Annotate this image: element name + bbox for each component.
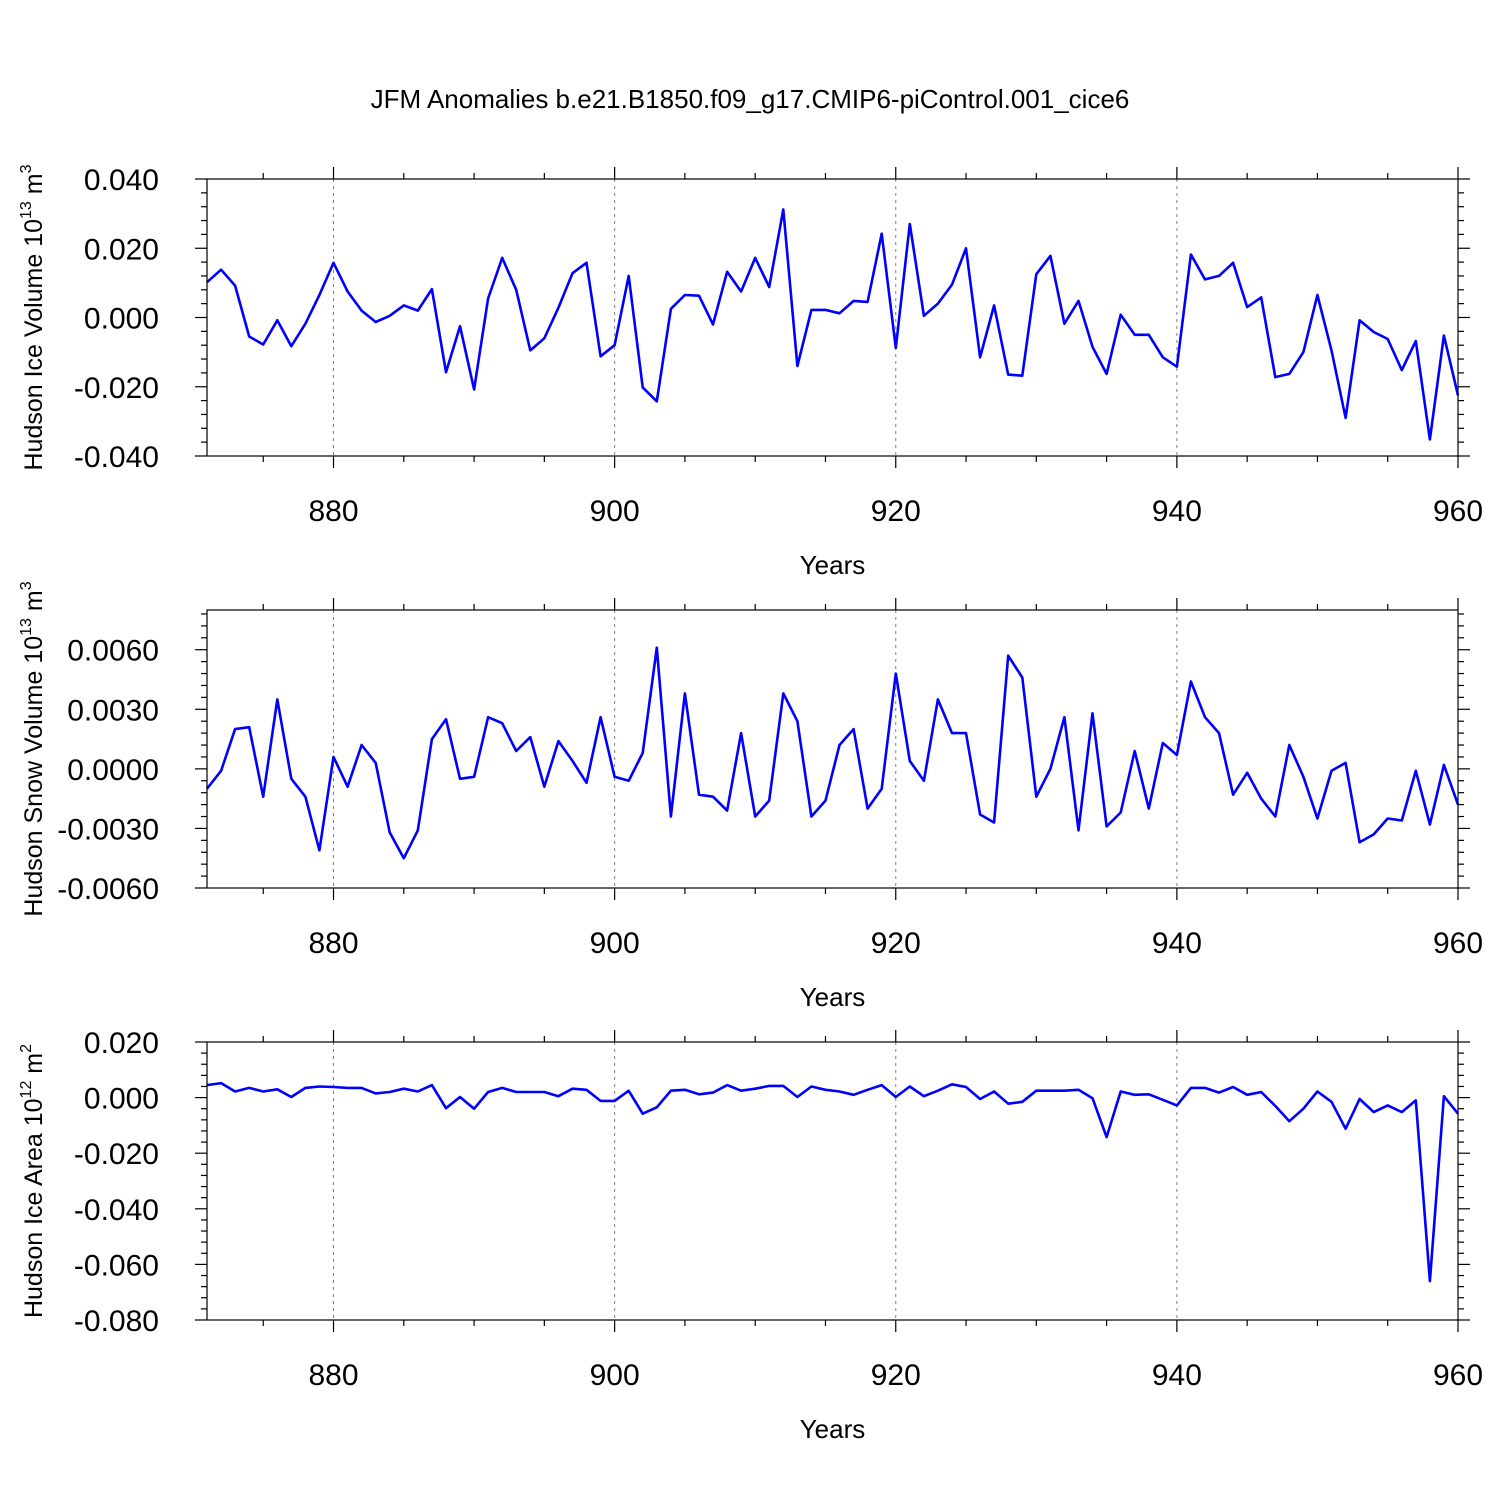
plot-frame bbox=[206, 178, 1459, 457]
x-tick-label: 920 bbox=[871, 495, 921, 528]
y-tick-label: 0.020 bbox=[84, 1027, 159, 1060]
y-axis-label: Hudson Ice Volume 1013 m3 bbox=[18, 164, 48, 470]
y-axis-label: Hudson Ice Area 1012 m2 bbox=[18, 1044, 48, 1318]
y-tick-label: 0.000 bbox=[84, 1083, 159, 1116]
y-tick-label: 0.000 bbox=[84, 303, 159, 336]
x-tick-label: 900 bbox=[590, 495, 640, 528]
x-tick-label: 900 bbox=[590, 927, 640, 960]
x-tick-label: 880 bbox=[308, 1359, 358, 1392]
x-tick-label: 880 bbox=[308, 495, 358, 528]
x-tick-label: 960 bbox=[1433, 927, 1483, 960]
plot-frame bbox=[206, 609, 1459, 889]
y-axis-label: Hudson Snow Volume 1013 m3 bbox=[18, 581, 48, 916]
panels: 880 900 920 940 960 Years -0.040 -0.020 0.000 0.0… bbox=[18, 164, 1483, 1444]
panel-2: 880 900 920 940 960 Years -0.0060 -0.0030 0.0000… bbox=[18, 581, 1483, 1012]
y-tick-label: -0.020 bbox=[74, 372, 159, 405]
x-tick-label: 940 bbox=[1152, 927, 1202, 960]
y-tick-label: -0.040 bbox=[74, 441, 159, 474]
y-tick-label: 0.0030 bbox=[67, 694, 159, 727]
x-axis-label: Years bbox=[800, 1414, 866, 1444]
x-tick-label: 880 bbox=[308, 927, 358, 960]
y-tick-label: 0.0000 bbox=[67, 754, 159, 787]
panel-3: 880 900 920 940 960 Years -0.080 -0.060 -0.040 -0… bbox=[18, 1027, 1483, 1444]
y-tick-label: -0.040 bbox=[74, 1194, 159, 1227]
x-tick-label: 960 bbox=[1433, 1359, 1483, 1392]
series-line-hudson-ice-area bbox=[206, 1081, 1460, 1283]
x-tick-label: 920 bbox=[871, 1359, 921, 1392]
panel-1: 880 900 920 940 960 Years -0.040 -0.020 0.000 0.0… bbox=[18, 164, 1483, 580]
y-tick-label: -0.060 bbox=[74, 1249, 159, 1282]
figure-title: JFM Anomalies b.e21.B1850.f09_g17.CMIP6-… bbox=[371, 84, 1130, 114]
x-tick-label: 940 bbox=[1152, 495, 1202, 528]
series-line-hudson-ice-volume bbox=[206, 208, 1460, 441]
plot-frame bbox=[206, 1041, 1459, 1321]
y-tick-label: -0.020 bbox=[74, 1138, 159, 1171]
y-tick-label: -0.0060 bbox=[57, 873, 159, 906]
x-axis-label: Years bbox=[800, 550, 866, 580]
y-tick-label: -0.080 bbox=[74, 1305, 159, 1338]
x-tick-label: 940 bbox=[1152, 1359, 1202, 1392]
x-axis-label: Years bbox=[800, 982, 866, 1012]
y-tick-label: 0.020 bbox=[84, 233, 159, 266]
x-tick-label: 900 bbox=[590, 1359, 640, 1392]
y-tick-label: -0.0030 bbox=[57, 813, 159, 846]
x-tick-label: 920 bbox=[871, 927, 921, 960]
y-tick-label: 0.0060 bbox=[67, 635, 159, 668]
x-tick-label: 960 bbox=[1433, 495, 1483, 528]
y-tick-label: 0.040 bbox=[84, 164, 159, 197]
series-line-hudson-snow-volume bbox=[205, 646, 1460, 860]
